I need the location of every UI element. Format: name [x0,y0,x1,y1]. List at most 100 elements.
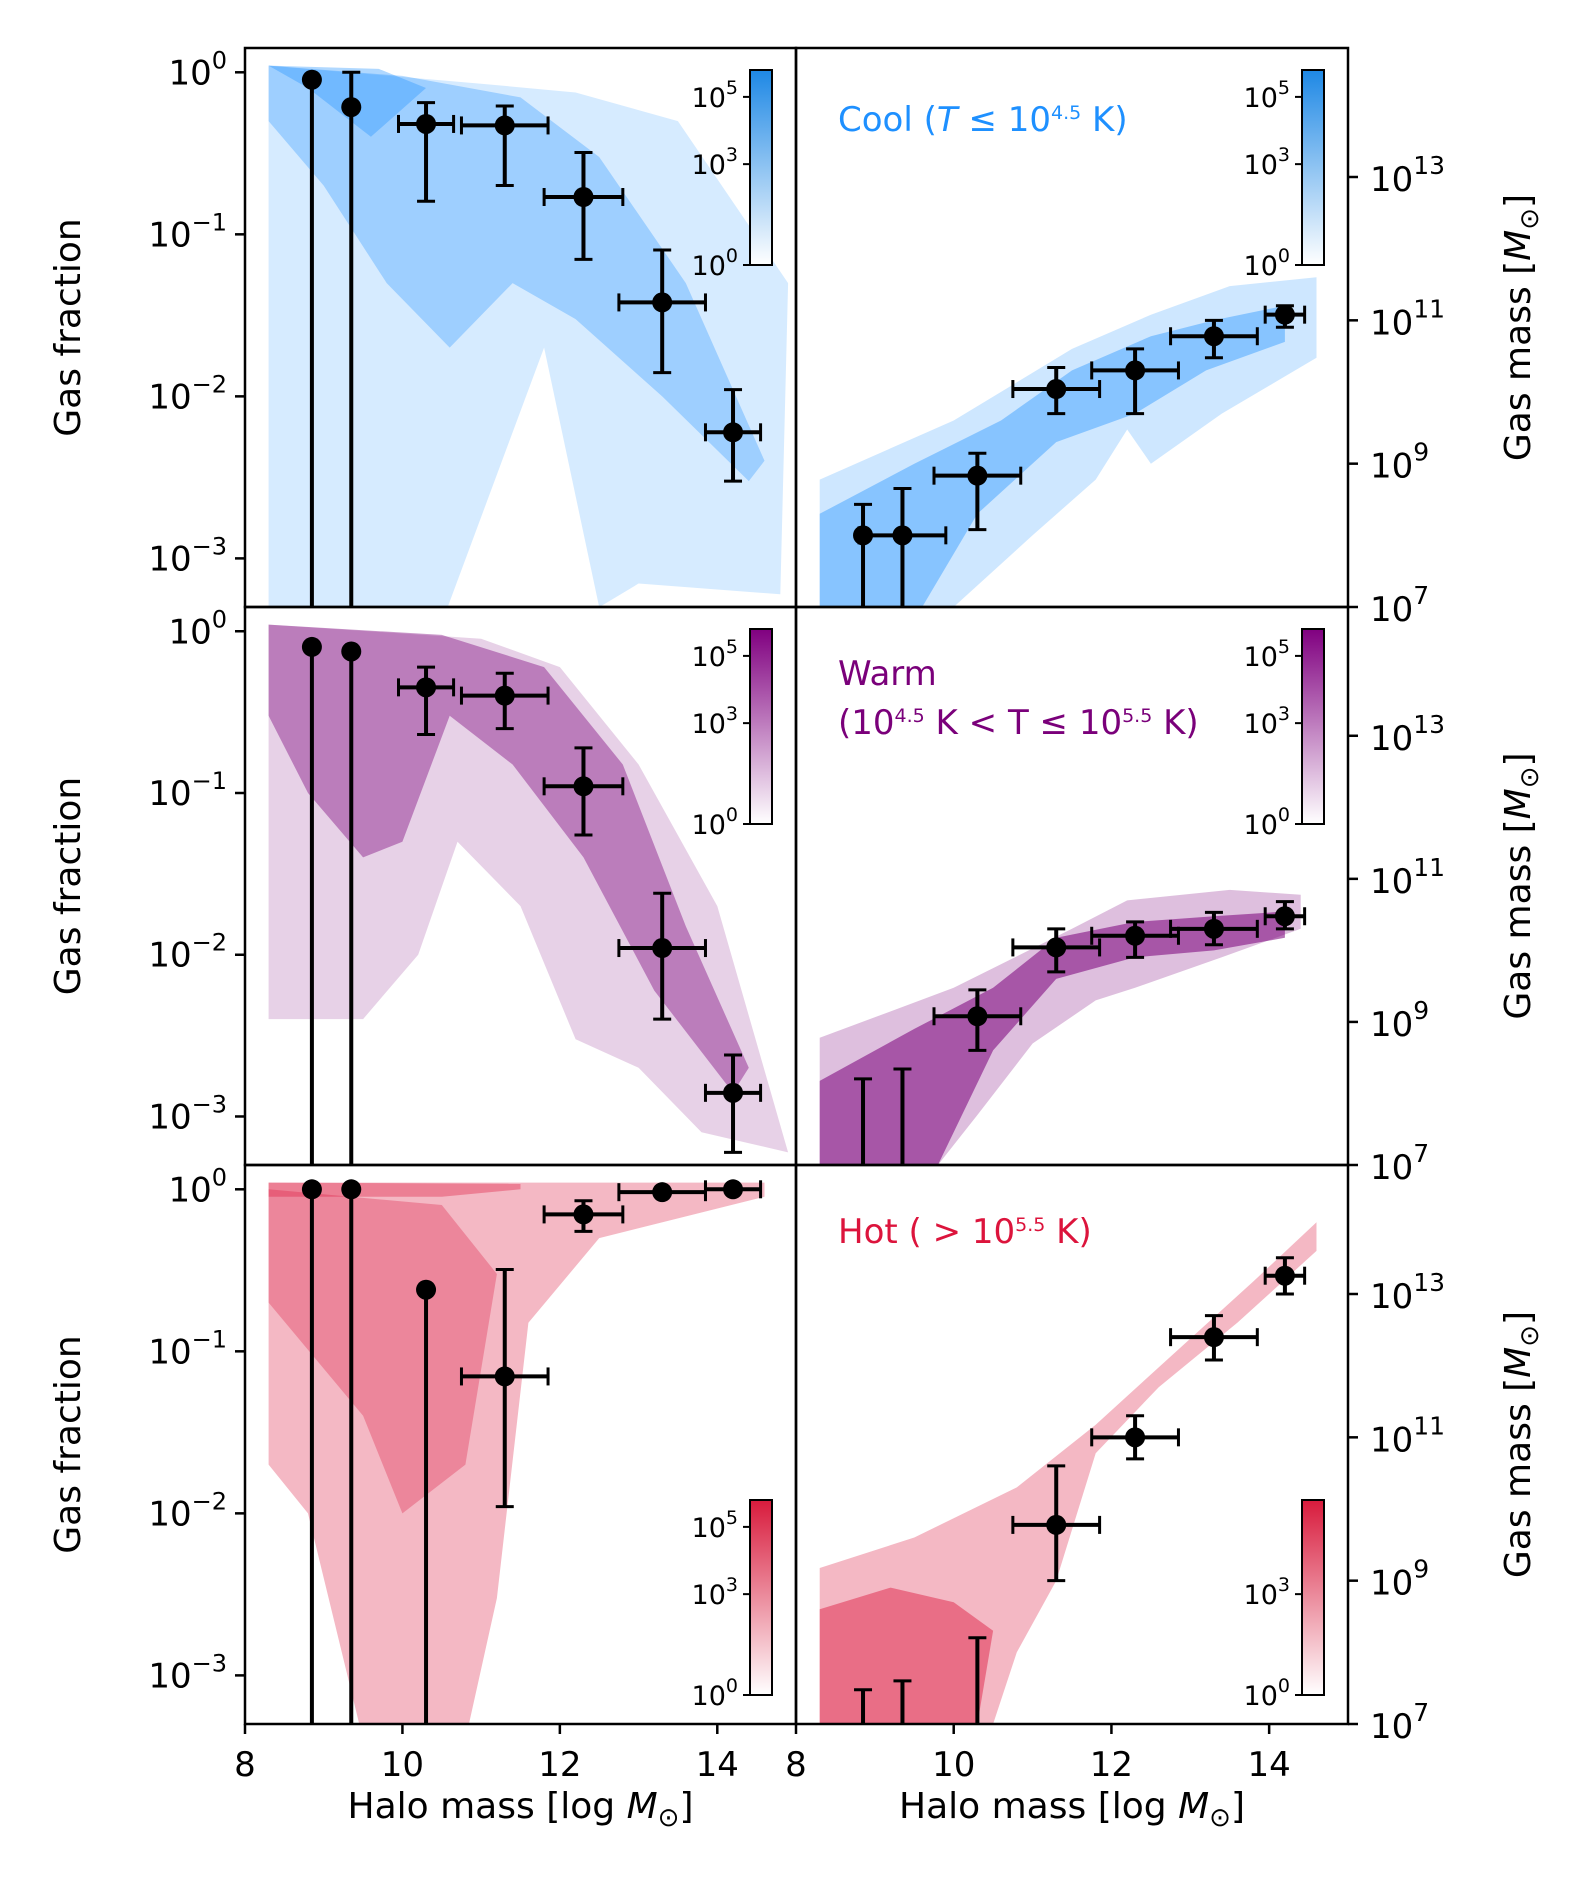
density-region [819,305,1285,607]
data-marker [416,677,437,698]
data-marker [341,1179,362,1200]
y-tick-label: 107 [1370,1698,1429,1747]
panel-row-hot: 100 10−1 10−2 10−3 Gas fraction 1013101110910… [48,1163,1545,1747]
right-y-label: Gas mass [M⊙] [1498,752,1545,1019]
data-marker [1125,360,1146,381]
data-marker [652,1182,673,1203]
fraction-cool-point-4 [542,150,625,261]
y-tick-label: 10−1 [148,208,227,255]
right-y-axis-hot: 1013 1011 109 107 Gas mass [M⊙] [1348,1268,1545,1747]
data-marker [494,685,515,706]
y-tick-label: 107 [1370,581,1429,630]
data-marker [1046,1514,1067,1535]
x-tick-label: 10 [932,1745,975,1785]
left-panel-cool [268,65,789,607]
colorbar-tick-label: 103 [692,144,738,181]
fraction-hot-point-3 [459,1267,550,1509]
left-y-axis-warm: 100 10−1 10−2 10−3 Gas fraction [48,605,245,1137]
data-marker [494,1366,515,1387]
colorbar [1301,69,1325,266]
left-y-label: Gas fraction [48,218,89,436]
phase-label-cool: Cool (T ≤ 104.5 K) [838,100,1128,140]
y-tick-label: 10−3 [148,532,227,579]
density-region [268,1182,521,1197]
mass-warm-point-3 [1011,927,1102,974]
data-marker [341,97,362,118]
phase-label-text: (104.5 K < T ≤ 105.5 K) [838,703,1199,743]
left-colorbar-cool: 105 103 100 [692,69,773,282]
right-y-axis-warm: 1013 1011 109 107 Gas mass [M⊙] [1348,710,1545,1188]
right-panel-cool [819,277,1317,607]
mass-cool-point-1 [857,487,948,607]
right-colorbar-hot: 103 100 [1244,1499,1325,1712]
data-marker [573,1204,594,1225]
right-y-axis-cool: 1013 1011 109 107 Gas mass [M⊙] [1348,151,1545,630]
mass-cool-point-5 [1169,318,1259,360]
data-marker [301,1179,322,1200]
density-region [268,624,749,1093]
data-marker [892,525,913,546]
mass-cool-point-6 [1263,304,1307,329]
y-tick-label: 109 [1370,438,1429,487]
colorbar-tick-label: 103 [1244,144,1290,181]
data-marker [573,776,594,797]
fraction-cool-point-5 [617,248,707,375]
left-y-label: Gas fraction [48,777,89,995]
data-marker [723,422,744,443]
left-y-axis-hot: 100 10−1 10−2 10−3 Gas fraction [48,1163,245,1696]
data-marker [1274,1265,1295,1286]
mass-warm-point-1 [893,1067,912,1165]
y-tick-label: 1013 [1370,710,1445,759]
y-tick-label: 10−2 [148,1487,227,1534]
fraction-cool-point-0 [301,69,322,607]
data-marker [494,115,515,136]
fraction-warm-point-3 [459,671,550,731]
mass-warm-point-5 [1169,910,1259,947]
left-colorbar-warm: 105 103 100 [692,628,773,841]
x-tick-label: 12 [538,1745,581,1785]
colorbar [749,69,773,266]
mass-hot-point-0 [854,1688,873,1724]
colorbar [1301,628,1325,825]
colorbar-tick-label: 105 [692,77,738,114]
phase-label-text: Hot ( > 105.5 K) [838,1212,1092,1252]
x-tick-label: 12 [1090,1745,1133,1785]
data-marker [1203,1327,1224,1348]
left-colorbar-hot: 105 103 100 [692,1499,773,1712]
colorbar-tick-label: 105 [692,636,738,673]
data-marker [1203,918,1224,939]
colorbar-tick-label: 105 [1244,636,1290,673]
colorbar-tick-label: 100 [692,1675,738,1712]
y-tick-label: 10−1 [148,1325,227,1372]
left-y-axis-cool: 100 10−1 10−2 10−3 Gas fraction [48,46,245,579]
left-y-label: Gas fraction [48,1335,89,1553]
mass-hot-point-5 [1169,1314,1259,1362]
fraction-warm-point-2 [396,665,456,736]
data-marker [416,1279,437,1300]
x-axis-label: Halo mass [log M⊙] [348,1786,694,1833]
fraction-hot-point-5 [617,1182,707,1203]
left-panel-hot [268,1179,765,1724]
right-y-label: Gas mass [M⊙] [1498,194,1545,461]
y-tick-label: 100 [168,46,227,93]
x-tick-label: 8 [785,1745,807,1785]
y-tick-label: 10−1 [148,767,227,814]
y-tick-label: 1011 [1370,294,1445,343]
colorbar-tick-label: 105 [692,1507,738,1544]
right-colorbar-warm: 105 103 100 [1244,628,1325,841]
colorbar-tick-label: 100 [692,804,738,841]
y-tick-label: 100 [168,605,227,652]
y-tick-label: 1013 [1370,151,1445,200]
data-marker [416,113,437,134]
data-marker [723,1082,744,1103]
fraction-warm-point-0 [301,636,322,1165]
fraction-cool-point-1 [341,70,362,607]
left-panel-warm [268,624,789,1165]
right-axes-frame [794,1163,1350,1726]
y-tick-label: 10−3 [148,1649,227,1696]
fraction-hot-point-6 [703,1179,763,1200]
colorbar-tick-label: 105 [1244,77,1290,114]
